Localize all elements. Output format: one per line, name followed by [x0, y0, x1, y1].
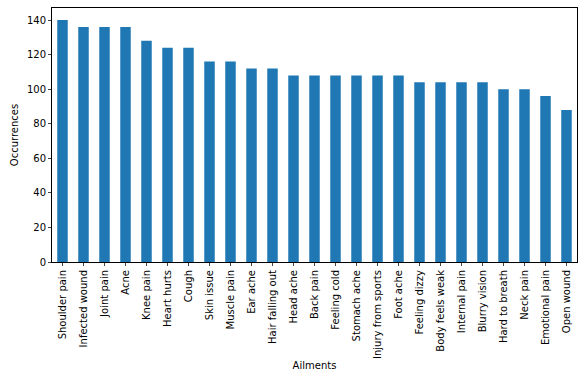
- svg-text:Skin issue: Skin issue: [204, 270, 215, 320]
- svg-text:Occurrences: Occurrences: [9, 104, 20, 166]
- svg-text:80: 80: [33, 118, 46, 129]
- svg-text:0: 0: [40, 257, 46, 268]
- svg-text:Foot ache: Foot ache: [393, 270, 404, 319]
- svg-text:Back pain: Back pain: [309, 270, 320, 319]
- svg-text:Head ache: Head ache: [288, 270, 299, 323]
- svg-text:Injury from sports: Injury from sports: [372, 270, 383, 359]
- svg-text:40: 40: [33, 187, 46, 198]
- svg-text:120: 120: [27, 49, 46, 60]
- svg-text:Heart hurts: Heart hurts: [162, 270, 173, 327]
- svg-text:Hard to breath: Hard to breath: [498, 270, 509, 343]
- svg-text:Infected wound: Infected wound: [78, 270, 89, 347]
- svg-text:Internal pain: Internal pain: [456, 270, 467, 333]
- svg-text:Feeling dizzy: Feeling dizzy: [414, 270, 425, 335]
- svg-text:Emotional pain: Emotional pain: [540, 270, 551, 345]
- svg-text:Ear ache: Ear ache: [246, 270, 257, 314]
- svg-text:Acne: Acne: [120, 270, 131, 295]
- svg-text:Neck pain: Neck pain: [519, 270, 530, 320]
- svg-text:60: 60: [33, 153, 46, 164]
- svg-text:Joint pain: Joint pain: [99, 270, 110, 318]
- svg-text:Muscle pain: Muscle pain: [225, 270, 236, 329]
- svg-text:100: 100: [27, 84, 46, 95]
- svg-text:Body feels weak: Body feels weak: [435, 270, 446, 352]
- svg-text:140: 140: [27, 15, 46, 26]
- svg-text:Hair falling out: Hair falling out: [267, 270, 278, 344]
- svg-text:Cough: Cough: [183, 270, 194, 302]
- svg-text:Feeling cold: Feeling cold: [330, 270, 341, 330]
- svg-text:Stomach ache: Stomach ache: [351, 270, 362, 341]
- svg-text:Blurry vision: Blurry vision: [477, 270, 488, 332]
- svg-text:Shoulder pain: Shoulder pain: [57, 270, 68, 339]
- svg-text:Knee pain: Knee pain: [141, 270, 152, 320]
- svg-text:Open wound: Open wound: [561, 270, 572, 333]
- svg-text:Ailments: Ailments: [293, 360, 337, 371]
- svg-text:20: 20: [33, 222, 46, 233]
